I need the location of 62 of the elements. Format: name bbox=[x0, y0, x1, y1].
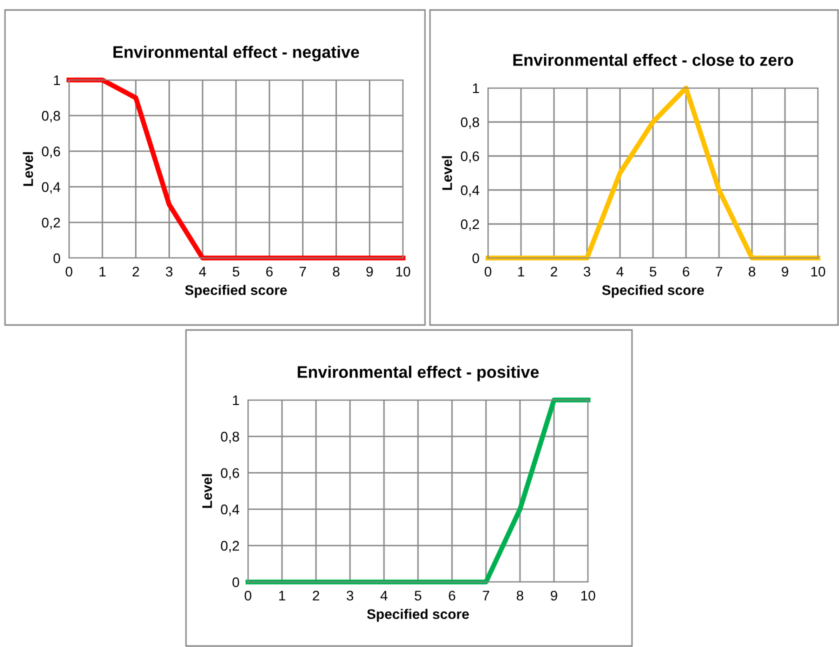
x-tick-label: 5 bbox=[232, 266, 240, 277]
x-axis-title: Specified score bbox=[185, 284, 287, 298]
y-tick-label: 0,8 bbox=[460, 117, 480, 129]
y-tick-label: 1 bbox=[54, 75, 60, 86]
x-tick-label: 6 bbox=[682, 266, 690, 277]
x-tick-label: 3 bbox=[166, 266, 172, 277]
y-tick-label: 0,4 bbox=[460, 185, 480, 197]
x-tick-label: 4 bbox=[199, 266, 206, 276]
y-tick-label: 0,6 bbox=[42, 146, 60, 158]
x-tick-label: 0 bbox=[244, 590, 252, 601]
x-tick-label: 7 bbox=[300, 266, 306, 276]
x-tick-label: 4 bbox=[380, 590, 388, 600]
x-tick-label: 1 bbox=[279, 590, 286, 600]
x-tick-label: 7 bbox=[716, 266, 722, 276]
y-axis-title: Level bbox=[442, 156, 452, 190]
y-axis-title: Level bbox=[202, 474, 212, 508]
y-tick-label: 0,4 bbox=[220, 504, 240, 516]
x-tick-label: 0 bbox=[66, 266, 72, 277]
x-tick-label: 7 bbox=[482, 590, 490, 600]
x-tick-label: 9 bbox=[550, 590, 558, 601]
y-tick-label: 0 bbox=[472, 253, 480, 264]
x-tick-label: 3 bbox=[346, 590, 354, 601]
x-axis-title: Specified score bbox=[367, 608, 469, 622]
x-tick-label: 10 bbox=[581, 590, 596, 601]
chart-title: Environmental effect - close to zero bbox=[513, 54, 794, 66]
y-tick-label: 0 bbox=[53, 253, 60, 264]
y-tick-label: 0,2 bbox=[42, 218, 60, 230]
x-axis-title: Specified score bbox=[602, 284, 704, 298]
y-tick-label: 0,4 bbox=[42, 182, 60, 194]
x-tick-label: 5 bbox=[414, 590, 422, 601]
x-tick-label: 2 bbox=[132, 266, 139, 276]
x-tick-label: 2 bbox=[550, 266, 558, 276]
x-tick-label: 5 bbox=[650, 266, 656, 277]
x-tick-label: 10 bbox=[396, 266, 410, 277]
x-tick-label: 9 bbox=[782, 266, 788, 277]
y-tick-label: 0,6 bbox=[220, 468, 240, 480]
x-tick-label: 8 bbox=[516, 590, 524, 601]
x-tick-label: 1 bbox=[100, 266, 106, 276]
x-tick-label: 1 bbox=[518, 266, 524, 276]
y-tick-label: 0,8 bbox=[220, 432, 240, 444]
chart-title: Environmental effect - positive bbox=[298, 366, 539, 382]
x-tick-label: 4 bbox=[616, 266, 624, 276]
x-tick-label: 6 bbox=[448, 590, 456, 601]
x-tick-label: 8 bbox=[748, 266, 756, 277]
y-tick-label: 0,6 bbox=[460, 151, 480, 163]
y-tick-label: 0,8 bbox=[42, 110, 60, 122]
y-tick-label: 0,2 bbox=[460, 219, 479, 231]
x-tick-label: 10 bbox=[811, 266, 826, 277]
y-tick-label: 0 bbox=[232, 577, 240, 588]
y-tick-label: 1 bbox=[473, 83, 479, 94]
y-tick-label: 1 bbox=[233, 395, 239, 406]
line-series bbox=[66, 78, 406, 260]
x-tick-label: 3 bbox=[584, 266, 590, 277]
x-tick-label: 6 bbox=[266, 266, 273, 277]
x-tick-label: 2 bbox=[312, 590, 320, 600]
x-tick-label: 8 bbox=[332, 266, 340, 277]
y-tick-label: 0,2 bbox=[220, 540, 239, 552]
x-tick-label: 0 bbox=[484, 266, 492, 277]
line-series bbox=[486, 86, 820, 260]
chart-title: Environmental effect - negative bbox=[113, 46, 360, 62]
x-tick-label: 9 bbox=[366, 266, 373, 277]
y-axis-title: Level bbox=[22, 152, 34, 186]
